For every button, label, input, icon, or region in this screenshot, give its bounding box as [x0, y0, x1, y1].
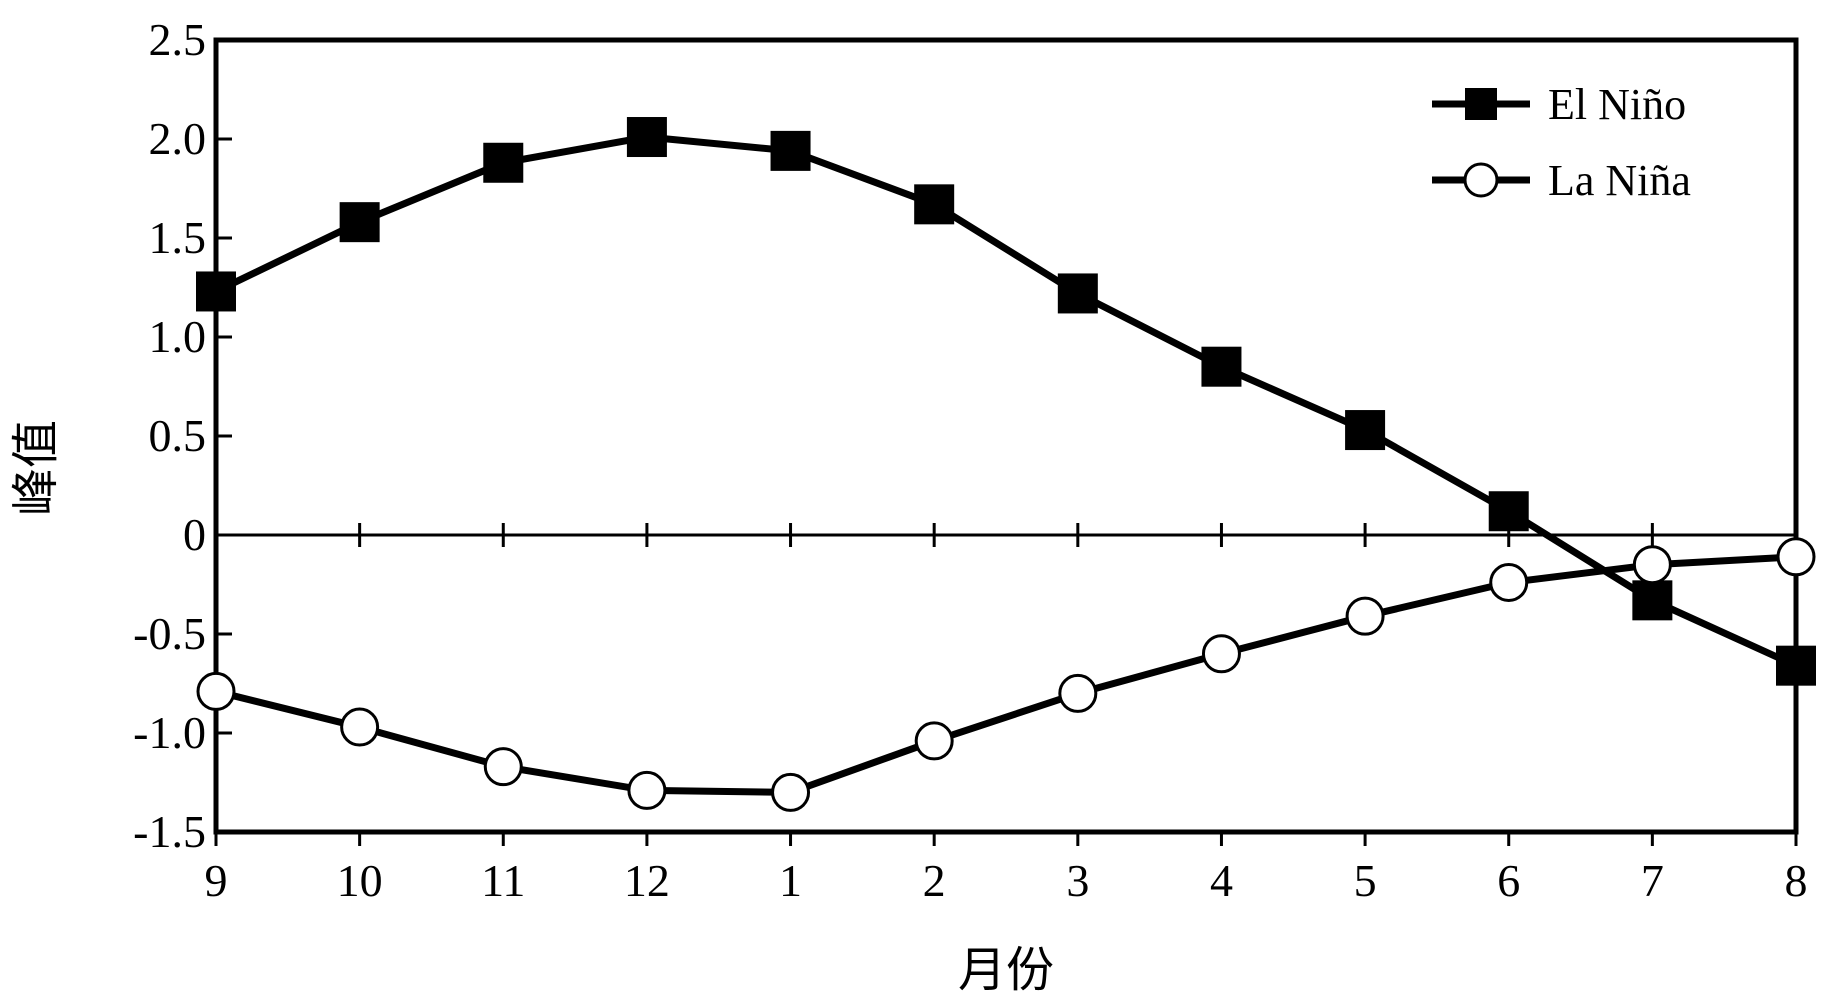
data-point-circle	[1489, 563, 1529, 603]
data-point-square	[339, 202, 380, 243]
y-tick-label: 2.5	[149, 14, 207, 65]
y-tick-label: 2.0	[149, 113, 207, 164]
y-tick-label: -0.5	[133, 608, 206, 659]
data-point-circle	[1058, 673, 1098, 713]
x-tick-label: 2	[923, 855, 946, 906]
data-point-circle	[340, 707, 380, 747]
x-tick-label: 10	[337, 855, 383, 906]
x-tick-label: 4	[1210, 855, 1233, 906]
data-point-square	[1345, 410, 1386, 451]
y-tick-label: -1.5	[133, 806, 206, 857]
data-point-square	[770, 130, 811, 171]
y-axis-title: 峰值	[8, 420, 64, 516]
legend-item: La Niña	[1432, 156, 1691, 205]
y-tick-label: 0	[183, 509, 206, 560]
data-point-circle	[627, 770, 667, 810]
data-point-square	[1632, 580, 1673, 621]
legend-item: El Niño	[1432, 80, 1686, 129]
data-point-square	[1057, 273, 1098, 314]
data-point-circle	[1632, 545, 1672, 585]
legend-marker-square	[1465, 88, 1497, 120]
y-tick-label: 0.5	[149, 410, 207, 461]
data-point-circle	[196, 671, 236, 711]
x-tick-label: 7	[1641, 855, 1664, 906]
data-point-circle	[483, 747, 523, 787]
series-line	[214, 133, 1798, 669]
x-tick-label: 6	[1497, 855, 1520, 906]
series-la-nina	[196, 537, 1816, 812]
legend-label: El Niño	[1548, 80, 1686, 129]
data-point-square	[483, 142, 524, 183]
data-point-circle	[914, 721, 954, 761]
x-tick-label: 11	[481, 855, 525, 906]
x-tick-label: 12	[624, 855, 670, 906]
data-point-square	[1201, 346, 1242, 387]
data-point-circle	[1201, 634, 1241, 674]
data-point-square	[1488, 491, 1529, 532]
legend-marker-circle	[1463, 162, 1499, 198]
data-point-square	[626, 117, 667, 158]
x-tick-label: 1	[779, 855, 802, 906]
data-point-circle	[1345, 596, 1385, 636]
data-point-square	[914, 184, 955, 225]
data-point-square	[1776, 645, 1816, 686]
data-point-circle	[771, 772, 811, 812]
x-tick-label: 9	[205, 855, 228, 906]
x-tick-label: 5	[1354, 855, 1377, 906]
data-point-square	[196, 271, 236, 312]
x-tick-label: 3	[1066, 855, 1089, 906]
series-layer	[196, 117, 1816, 812]
legend-label: La Niña	[1548, 156, 1691, 205]
data-point-circle	[1776, 537, 1816, 577]
series-line	[215, 553, 1797, 796]
series-el-nino	[196, 117, 1816, 686]
x-tick-label: 8	[1785, 855, 1808, 906]
y-tick-label: 1.0	[149, 311, 207, 362]
y-tick-label: -1.0	[133, 707, 206, 758]
x-axis: 9 10 11 12 1 2 3 4 5 6 7 8	[205, 523, 1808, 906]
y-axis: 2.5 2.0 1.5 1.0 0.5 0 -0.5 -1.0 -1.5	[133, 14, 232, 857]
y-tick-label: 1.5	[149, 212, 207, 263]
legend: El Niño La Niña	[1432, 80, 1691, 205]
x-axis-title: 月份	[958, 942, 1054, 998]
